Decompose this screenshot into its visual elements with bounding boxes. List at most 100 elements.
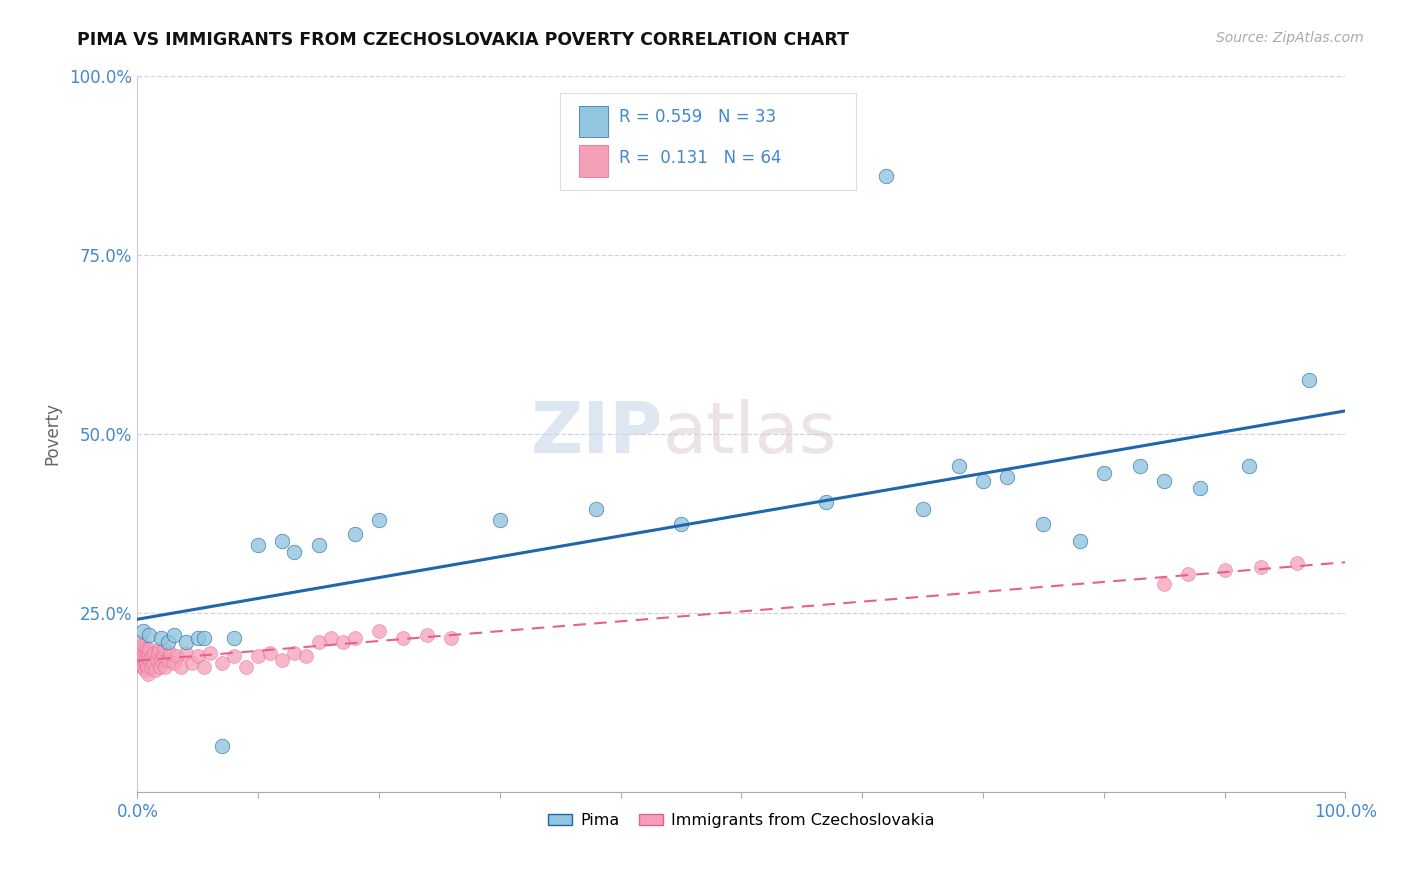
Point [271, 653, 294, 667]
Point [132, 639, 155, 653]
Point [211, 657, 233, 671]
Point [174, 646, 197, 660]
Point [271, 534, 294, 549]
Point [368, 513, 391, 527]
Point [159, 646, 181, 660]
Point [162, 627, 184, 641]
Point [135, 657, 157, 671]
Point [875, 169, 897, 183]
Point [142, 657, 165, 671]
Point [132, 660, 155, 674]
Point [148, 642, 170, 657]
Point [145, 653, 167, 667]
Point [1129, 459, 1152, 474]
Point [146, 646, 169, 660]
Point [136, 660, 159, 674]
Point [283, 545, 305, 559]
Point [153, 660, 176, 674]
FancyBboxPatch shape [579, 145, 609, 177]
Point [134, 664, 156, 678]
Point [149, 660, 172, 674]
Point [187, 631, 209, 645]
Y-axis label: Poverty: Poverty [44, 402, 60, 466]
Point [308, 634, 330, 648]
Point [139, 660, 162, 674]
Point [162, 657, 184, 671]
Point [198, 646, 221, 660]
FancyBboxPatch shape [560, 94, 856, 190]
Point [972, 474, 994, 488]
Point [138, 653, 160, 667]
Point [995, 470, 1018, 484]
Point [1092, 467, 1115, 481]
Point [1069, 534, 1091, 549]
Point [1250, 559, 1272, 574]
FancyBboxPatch shape [579, 105, 609, 137]
Point [193, 631, 215, 645]
Point [156, 653, 179, 667]
Point [138, 642, 160, 657]
Point [332, 634, 354, 648]
Text: Source: ZipAtlas.com: Source: ZipAtlas.com [1216, 31, 1364, 45]
Point [180, 657, 202, 671]
Point [170, 660, 193, 674]
Point [150, 631, 173, 645]
Point [247, 649, 270, 664]
Point [174, 634, 197, 648]
Point [1032, 516, 1054, 531]
Point [247, 538, 270, 552]
Point [392, 631, 415, 645]
Point [136, 646, 159, 660]
Text: atlas: atlas [662, 400, 837, 468]
Point [1213, 563, 1236, 577]
Point [152, 649, 174, 664]
Point [1177, 566, 1199, 581]
Point [368, 624, 391, 638]
Point [1237, 459, 1260, 474]
Point [145, 664, 167, 678]
Point [1298, 373, 1320, 387]
Point [295, 649, 318, 664]
Point [343, 631, 366, 645]
Point [135, 642, 157, 657]
Point [166, 649, 188, 664]
Point [222, 649, 245, 664]
Point [1153, 577, 1175, 591]
Point [141, 649, 163, 664]
Point [283, 646, 305, 660]
Point [132, 624, 155, 638]
Point [128, 646, 150, 660]
Point [150, 653, 173, 667]
Point [156, 634, 179, 648]
Point [136, 649, 159, 664]
Point [129, 653, 152, 667]
Point [235, 660, 257, 674]
Text: PIMA VS IMMIGRANTS FROM CZECHOSLOVAKIA POVERTY CORRELATION CHART: PIMA VS IMMIGRANTS FROM CZECHOSLOVAKIA P… [77, 31, 849, 49]
Point [131, 660, 153, 674]
Point [440, 631, 463, 645]
Point [193, 660, 215, 674]
Point [153, 642, 176, 657]
Legend: Pima, Immigrants from Czechoslovakia: Pima, Immigrants from Czechoslovakia [543, 806, 941, 835]
Point [138, 627, 160, 641]
Point [669, 516, 692, 531]
Point [129, 634, 152, 648]
Point [416, 627, 439, 641]
Point [911, 502, 934, 516]
Text: R =  0.131   N = 64: R = 0.131 N = 64 [620, 149, 782, 168]
Point [1153, 474, 1175, 488]
Point [308, 538, 330, 552]
Point [132, 649, 155, 664]
Point [319, 631, 342, 645]
Point [136, 667, 159, 681]
Point [948, 459, 970, 474]
Point [488, 513, 510, 527]
Point [259, 646, 281, 660]
Point [128, 642, 150, 657]
Point [131, 642, 153, 657]
Point [134, 653, 156, 667]
Point [814, 495, 837, 509]
Point [222, 631, 245, 645]
Text: R = 0.559   N = 33: R = 0.559 N = 33 [620, 108, 776, 126]
Point [343, 527, 366, 541]
